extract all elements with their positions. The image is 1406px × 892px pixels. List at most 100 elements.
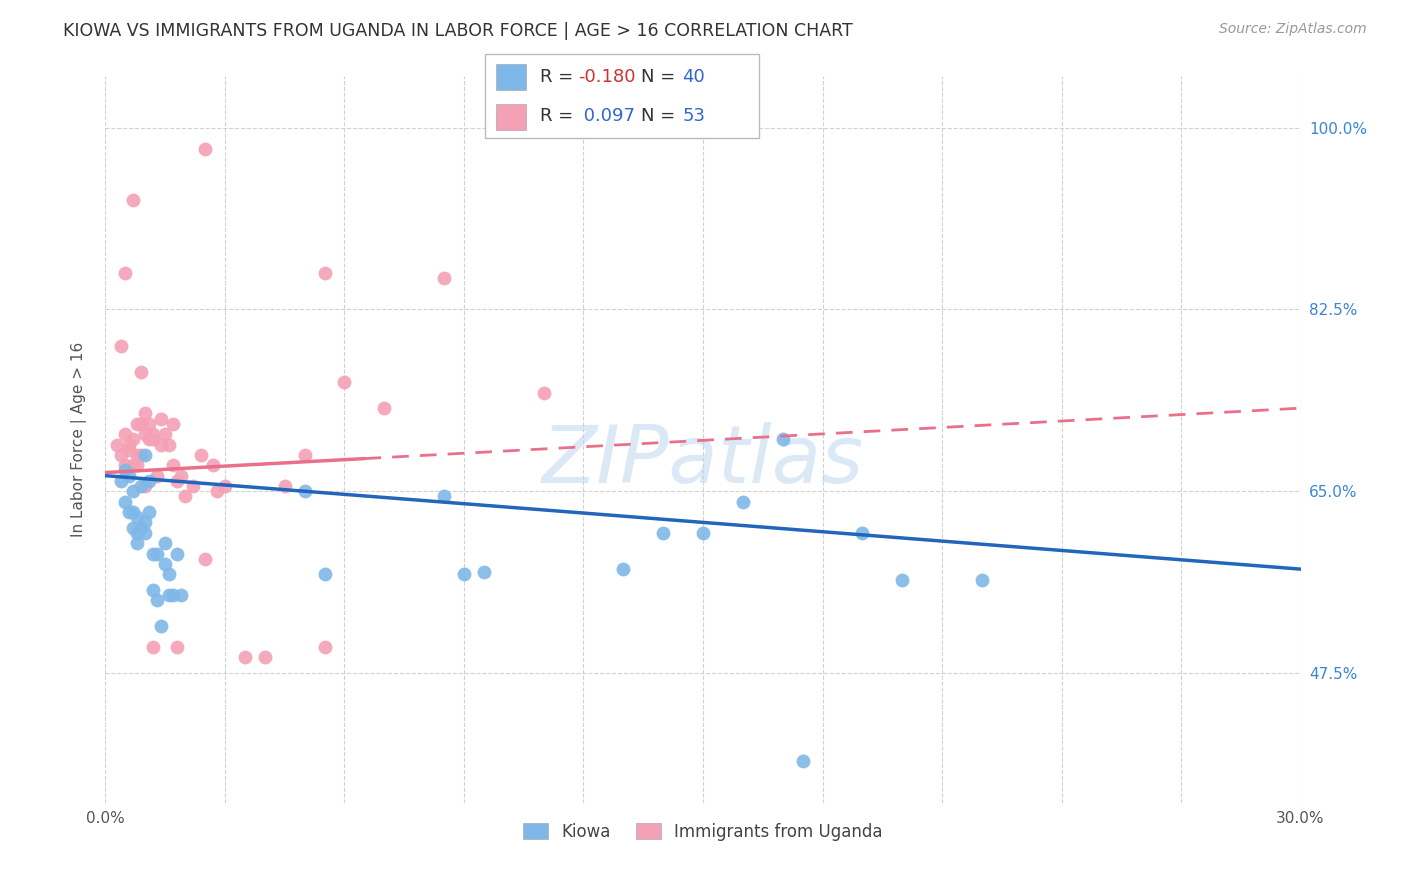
Point xyxy=(114,494,136,508)
Point xyxy=(150,437,173,451)
Point xyxy=(970,573,993,587)
Point xyxy=(142,547,165,561)
Text: 0.097: 0.097 xyxy=(578,107,636,125)
Point xyxy=(612,562,634,576)
Point xyxy=(127,458,149,473)
Point xyxy=(190,448,212,462)
Y-axis label: In Labor Force | Age > 16: In Labor Force | Age > 16 xyxy=(70,342,87,537)
Point xyxy=(194,551,217,566)
Point xyxy=(333,375,356,389)
Point xyxy=(146,593,169,607)
Point xyxy=(166,640,188,654)
Point xyxy=(134,406,156,420)
Point xyxy=(127,510,149,524)
Point xyxy=(122,484,145,499)
Point xyxy=(134,516,156,530)
Point xyxy=(118,505,141,519)
Text: N =: N = xyxy=(641,107,682,125)
Point xyxy=(253,650,276,665)
Point xyxy=(157,567,180,582)
Text: 40: 40 xyxy=(682,68,706,86)
Point xyxy=(127,536,149,550)
Text: N =: N = xyxy=(641,68,682,86)
Point xyxy=(138,474,160,488)
Point xyxy=(122,458,145,473)
FancyBboxPatch shape xyxy=(485,54,759,138)
Point xyxy=(122,194,145,208)
Point xyxy=(150,411,173,425)
Point xyxy=(214,479,236,493)
Point xyxy=(150,619,173,633)
Point xyxy=(110,339,132,353)
Point xyxy=(652,525,675,540)
Point xyxy=(129,448,153,462)
Point xyxy=(134,448,156,462)
Point xyxy=(122,520,145,534)
Point xyxy=(127,525,149,540)
Point xyxy=(233,650,256,665)
Point xyxy=(731,494,754,508)
Point xyxy=(792,754,814,768)
Point xyxy=(157,588,180,602)
Point xyxy=(157,437,180,451)
Legend: Kiowa, Immigrants from Uganda: Kiowa, Immigrants from Uganda xyxy=(515,814,891,849)
Point xyxy=(142,433,165,447)
Point xyxy=(153,427,177,442)
Point xyxy=(114,458,136,473)
Point xyxy=(174,490,197,504)
Point xyxy=(114,463,136,477)
Text: 53: 53 xyxy=(682,107,706,125)
Point xyxy=(170,468,193,483)
Point xyxy=(134,525,156,540)
Point xyxy=(314,266,336,280)
Point xyxy=(194,142,217,156)
Point xyxy=(122,433,145,447)
Point xyxy=(129,520,153,534)
Text: ZIPatlas: ZIPatlas xyxy=(541,422,865,500)
Point xyxy=(118,442,141,457)
Point xyxy=(138,417,160,431)
Point xyxy=(166,474,188,488)
Point xyxy=(166,547,188,561)
Point xyxy=(114,427,136,442)
Point xyxy=(129,417,153,431)
Point xyxy=(162,458,184,473)
Text: Source: ZipAtlas.com: Source: ZipAtlas.com xyxy=(1219,22,1367,37)
Text: R =: R = xyxy=(540,107,579,125)
Point xyxy=(851,525,873,540)
Point xyxy=(122,505,145,519)
Point xyxy=(170,588,193,602)
Point xyxy=(433,271,456,285)
Point xyxy=(294,448,316,462)
Point xyxy=(153,536,177,550)
Point xyxy=(142,427,165,442)
Point xyxy=(772,433,794,447)
Point xyxy=(127,448,149,462)
Point xyxy=(118,468,141,483)
Point xyxy=(314,567,336,582)
Point xyxy=(294,484,316,499)
Point xyxy=(146,468,169,483)
Point xyxy=(533,385,555,400)
Text: KIOWA VS IMMIGRANTS FROM UGANDA IN LABOR FORCE | AGE > 16 CORRELATION CHART: KIOWA VS IMMIGRANTS FROM UGANDA IN LABOR… xyxy=(63,22,853,40)
Text: -0.180: -0.180 xyxy=(578,68,636,86)
Point xyxy=(129,479,153,493)
Point xyxy=(181,479,204,493)
Point xyxy=(138,433,160,447)
Point xyxy=(110,448,132,462)
Point xyxy=(134,479,156,493)
Point xyxy=(138,505,160,519)
Point xyxy=(891,573,914,587)
Point xyxy=(118,437,141,451)
Point xyxy=(134,427,156,442)
Point xyxy=(692,525,714,540)
Point xyxy=(146,547,169,561)
Point xyxy=(453,567,475,582)
Point xyxy=(129,365,153,379)
Point xyxy=(127,417,149,431)
Point xyxy=(162,588,184,602)
Point xyxy=(114,266,136,280)
Point xyxy=(202,458,225,473)
Point xyxy=(162,417,184,431)
Point xyxy=(314,640,336,654)
